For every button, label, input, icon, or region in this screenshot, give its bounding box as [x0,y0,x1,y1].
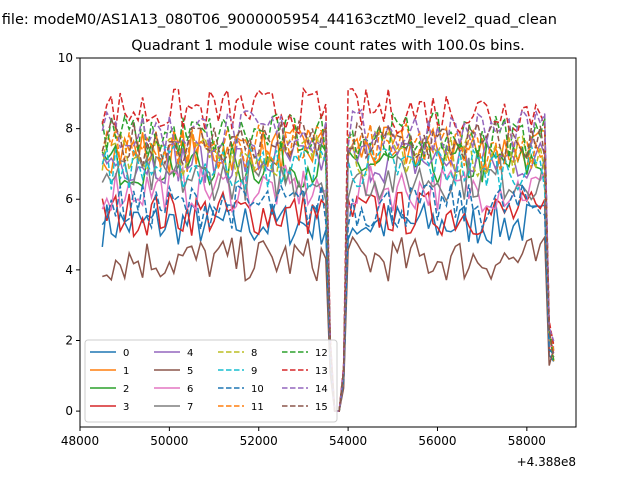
y-tick-label: 6 [65,192,73,206]
legend-label-9: 9 [251,366,257,377]
y-tick-label: 10 [58,51,73,65]
legend-label-8: 8 [251,348,257,359]
x-tick-label: 48000 [61,434,99,448]
legend-label-15: 15 [315,402,328,413]
series-line-5 [102,234,555,412]
legend-label-0: 0 [123,348,129,359]
series-lines [101,86,555,412]
legend-label-4: 4 [187,348,193,359]
legend-label-2: 2 [123,384,129,395]
x-tick-label: 50000 [150,434,188,448]
series-line-15 [101,118,555,412]
legend-label-13: 13 [315,366,328,377]
legend-label-5: 5 [187,366,193,377]
legend-label-6: 6 [187,384,193,395]
x-tick-label: 58000 [508,434,546,448]
legend-label-10: 10 [251,384,264,395]
figure-suptitle: n file: modeM0/AS1A13_080T06_9000005954_… [0,12,557,28]
legend-label-14: 14 [315,384,328,395]
y-tick-label: 2 [65,333,73,347]
y-tick-label: 4 [65,263,73,277]
x-tick-label: 52000 [240,434,278,448]
y-axis: 0 2 4 6 8 10 [58,51,80,418]
y-tick-label: 8 [65,122,73,136]
legend-label-12: 12 [315,348,328,359]
x-offset-label: +4.388e8 [517,455,576,469]
legend-label-1: 1 [123,366,129,377]
series-line-10 [101,183,555,412]
x-tick-label: 56000 [418,434,456,448]
x-axis: 48000 50000 52000 54000 56000 58000 [61,427,546,448]
legend-label-11: 11 [251,402,264,413]
legend-label-7: 7 [187,402,193,413]
x-tick-label: 54000 [329,434,367,448]
legend-box [84,339,338,423]
plot-frame [79,57,577,428]
y-tick-label: 0 [65,404,73,418]
chart-title: Quadrant 1 module wise count rates with … [131,38,525,54]
legend-label-3: 3 [123,402,129,413]
